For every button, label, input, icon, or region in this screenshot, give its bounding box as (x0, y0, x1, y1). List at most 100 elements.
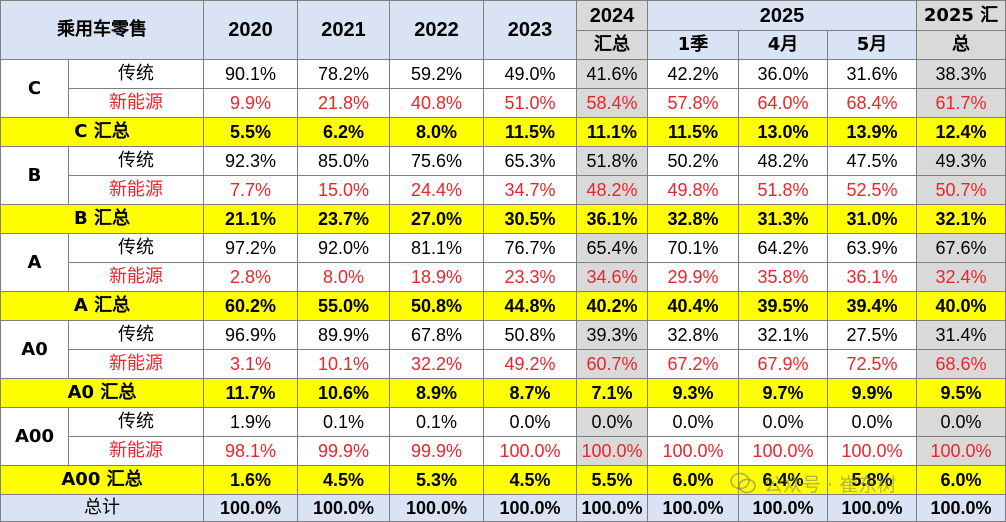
nev-share-cell: 67.2% (647, 349, 739, 379)
summary-share-cell: 4.5% (483, 465, 577, 495)
summary-share-cell: 4.5% (297, 465, 390, 495)
table-row-traditional: A0 传统 96.9% 89.9% 67.8% 50.8% 39.3% 32.8% 32.1% 2… (0, 320, 1006, 379)
traditional-share-cell: 0.1% (389, 407, 484, 437)
segment-label: B (0, 146, 69, 205)
nev-share-cell: 34.6% (576, 262, 648, 292)
traditional-share-cell: 36.0% (738, 59, 828, 89)
row-label-nev: 新能源 (68, 88, 204, 118)
nev-share-cell: 72.5% (826, 349, 918, 379)
summary-share-cell: 39.5% (738, 291, 828, 321)
nev-share-cell: 23.3% (483, 262, 577, 292)
header-row-bottom: 汇总 1季 4月 5月 总 (1, 30, 1006, 60)
nev-share-cell: 29.9% (647, 262, 739, 292)
header-2025-total: 2025 汇 (916, 0, 1006, 31)
traditional-share-cell: 90.1% (203, 59, 298, 89)
segment-label: C (0, 59, 69, 118)
nev-share-cell: 100.0% (826, 436, 918, 466)
header-year: 2021 (297, 0, 390, 60)
summary-share-cell: 23.7% (297, 204, 390, 234)
table-row-traditional: C 传统 90.1% 78.2% 59.2% 49.0% 41.6% 42.2% 36.0% 31… (0, 59, 1006, 118)
row-label-nev: 新能源 (68, 349, 204, 379)
nev-share-cell: 57.8% (647, 88, 739, 118)
summary-share-cell: 30.5% (483, 204, 577, 234)
summary-share-cell: 8.7% (483, 378, 577, 408)
summary-share-cell: 11.5% (483, 117, 577, 147)
nev-share-cell: 32.2% (389, 349, 484, 379)
table-row-summary: B 汇总 21.1% 23.7% 27.0% 30.5% 36.1% 32.8% 31.3% 3… (0, 204, 1006, 234)
summary-share-cell: 39.4% (826, 291, 918, 321)
total-share-cell: 100.0% (203, 494, 298, 522)
table-row-total: 总计 100.0% 100.0% 100.0% 100.0% 100.0% 100.0% 10… (0, 494, 1006, 522)
summary-share-cell: 13.9% (826, 117, 918, 147)
traditional-share-cell: 48.2% (738, 146, 828, 176)
nev-share-cell: 51.0% (483, 88, 577, 118)
traditional-share-cell: 64.2% (738, 233, 828, 263)
summary-share-cell: 32.8% (647, 204, 739, 234)
summary-share-cell: 31.0% (826, 204, 918, 234)
nev-share-cell: 8.0% (297, 262, 390, 292)
total-share-cell: 100.0% (297, 494, 390, 522)
nev-share-cell: 3.1% (203, 349, 298, 379)
summary-share-cell: 8.0% (389, 117, 484, 147)
header-2025-total-sub: 总 (916, 30, 1006, 60)
summary-share-cell: 5.8% (826, 465, 918, 495)
traditional-share-cell: 0.0% (483, 407, 577, 437)
nev-share-cell: 40.8% (389, 88, 484, 118)
header-2025-col: 1季 (647, 30, 739, 60)
total-label: 总计 (0, 494, 204, 522)
traditional-share-cell: 78.2% (297, 59, 390, 89)
row-label-traditional: 传统 (68, 233, 204, 263)
summary-share-cell: 1.6% (203, 465, 298, 495)
traditional-share-cell: 32.8% (647, 320, 739, 350)
nev-share-cell: 2.8% (203, 262, 298, 292)
total-share-cell: 100.0% (576, 494, 648, 522)
total-share-cell: 100.0% (647, 494, 739, 522)
summary-share-cell: 8.9% (389, 378, 484, 408)
summary-share-cell: 11.5% (647, 117, 739, 147)
row-label-traditional: 传统 (68, 59, 204, 89)
traditional-share-cell: 0.1% (297, 407, 390, 437)
total-share-cell: 100.0% (389, 494, 484, 522)
summary-share-cell: 11.7% (203, 378, 298, 408)
traditional-share-cell: 85.0% (297, 146, 390, 176)
traditional-share-cell: 92.0% (297, 233, 390, 263)
traditional-share-cell: 89.9% (297, 320, 390, 350)
traditional-share-cell: 50.2% (647, 146, 739, 176)
nev-share-cell: 24.4% (389, 175, 484, 205)
traditional-share-cell: 0.0% (738, 407, 828, 437)
traditional-share-cell: 0.0% (576, 407, 648, 437)
traditional-share-cell: 65.4% (576, 233, 648, 263)
summary-label: C 汇总 (0, 117, 204, 147)
summary-label: A00 汇总 (0, 465, 204, 495)
header-year: 2022 (389, 0, 484, 60)
summary-share-cell: 50.8% (389, 291, 484, 321)
traditional-share-cell: 67.6% (916, 233, 1006, 263)
nev-share-cell: 49.8% (647, 175, 739, 205)
nev-share-cell: 21.8% (297, 88, 390, 118)
header-label: 乘用车零售 (0, 0, 204, 60)
nev-share-cell: 10.1% (297, 349, 390, 379)
header-2025: 2025 (646, 0, 918, 31)
summary-share-cell: 12.4% (916, 117, 1006, 147)
summary-share-cell: 32.1% (916, 204, 1006, 234)
table-row-summary: A00 汇总 1.6% 4.5% 5.3% 4.5% 5.5% 6.0% 6.4% 5.8% 6.… (0, 465, 1006, 495)
table-row-traditional: A 传统 97.2% 92.0% 81.1% 76.7% 65.4% 70.1% 64.2% 63… (0, 233, 1006, 292)
header-year: 2023 (483, 0, 577, 60)
table-row-summary: A 汇总 60.2% 55.0% 50.8% 44.8% 40.2% 40.4% 39.5% 3… (0, 291, 1006, 321)
header-2024-sub: 汇总 (576, 30, 648, 60)
traditional-share-cell: 70.1% (647, 233, 739, 263)
summary-share-cell: 36.1% (576, 204, 648, 234)
summary-share-cell: 6.0% (647, 465, 739, 495)
summary-share-cell: 10.6% (297, 378, 390, 408)
nev-share-cell: 64.0% (738, 88, 828, 118)
total-share-cell: 100.0% (483, 494, 577, 522)
summary-share-cell: 6.0% (916, 465, 1006, 495)
traditional-share-cell: 38.3% (916, 59, 1006, 89)
header-row-top: 乘用车零售 2020 2021 2022 2023 2024 2025 2025… (0, 0, 1006, 60)
nev-share-cell: 15.0% (297, 175, 390, 205)
nev-share-cell: 18.9% (389, 262, 484, 292)
nev-share-cell: 34.7% (483, 175, 577, 205)
header-year: 2020 (203, 0, 298, 60)
